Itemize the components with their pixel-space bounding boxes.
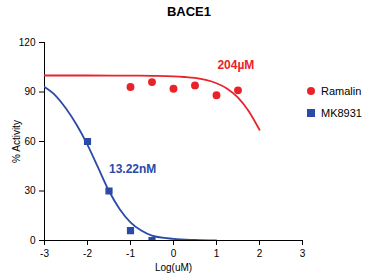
svg-text:-1: -1 bbox=[126, 248, 135, 259]
svg-text:-3: -3 bbox=[40, 248, 49, 259]
svg-text:3: 3 bbox=[300, 248, 306, 259]
svg-text:13.22nM: 13.22nM bbox=[109, 162, 156, 176]
svg-text:1: 1 bbox=[214, 248, 220, 259]
html-text:Ramalin: Ramalin bbox=[321, 85, 362, 97]
html-text:MK8931: MK8931 bbox=[321, 107, 362, 119]
svg-text:90: 90 bbox=[24, 86, 36, 97]
svg-text:Log(uM): Log(uM) bbox=[155, 262, 192, 273]
svg-text:60: 60 bbox=[24, 136, 36, 147]
svg-text:-2: -2 bbox=[83, 248, 92, 259]
svg-text:2: 2 bbox=[257, 248, 263, 259]
svg-text:% Activity: % Activity bbox=[11, 120, 22, 163]
html-text:BACE1: BACE1 bbox=[167, 4, 211, 19]
svg-text:30: 30 bbox=[24, 185, 36, 196]
svg-text:0: 0 bbox=[30, 235, 36, 246]
svg-text:0: 0 bbox=[171, 248, 177, 259]
svg-text:204µM: 204µM bbox=[217, 58, 254, 72]
svg-text:120: 120 bbox=[19, 37, 36, 48]
